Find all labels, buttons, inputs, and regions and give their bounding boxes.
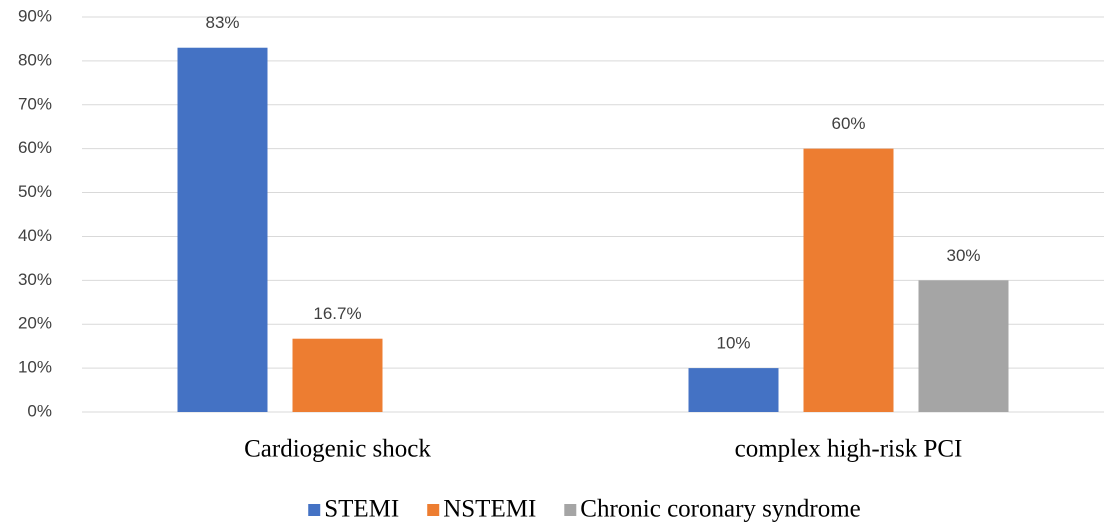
data-label: 30%: [946, 246, 980, 265]
legend-label: STEMI: [324, 496, 399, 523]
y-tick-label: 20%: [18, 314, 52, 333]
x-tick-label: complex high-risk PCI: [735, 436, 963, 463]
data-label: 60%: [831, 114, 865, 133]
data-label: 83%: [205, 13, 239, 32]
y-tick-label: 0%: [27, 401, 52, 420]
data-label: 16.7%: [313, 304, 361, 323]
y-tick-label: 70%: [18, 94, 52, 113]
x-tick-label: Cardiogenic shock: [244, 436, 431, 463]
legend-swatch: [564, 504, 577, 516]
bar: [688, 368, 779, 412]
bar: [918, 280, 1009, 412]
legend-label: NSTEMI: [443, 496, 536, 523]
legend-label: Chronic coronary syndrome: [580, 496, 860, 523]
legend-swatch: [308, 504, 321, 516]
y-tick-label: 40%: [18, 226, 52, 245]
y-tick-label: 50%: [18, 182, 52, 201]
y-tick-label: 30%: [18, 270, 52, 289]
y-tick-label: 80%: [18, 50, 52, 69]
y-tick-label: 10%: [18, 358, 52, 377]
bar: [292, 338, 383, 412]
data-label: 10%: [716, 334, 750, 353]
legend-swatch: [427, 504, 440, 516]
bar: [803, 148, 894, 412]
y-tick-label: 90%: [18, 6, 52, 25]
y-tick-label: 60%: [18, 138, 52, 157]
bar: [177, 47, 268, 412]
